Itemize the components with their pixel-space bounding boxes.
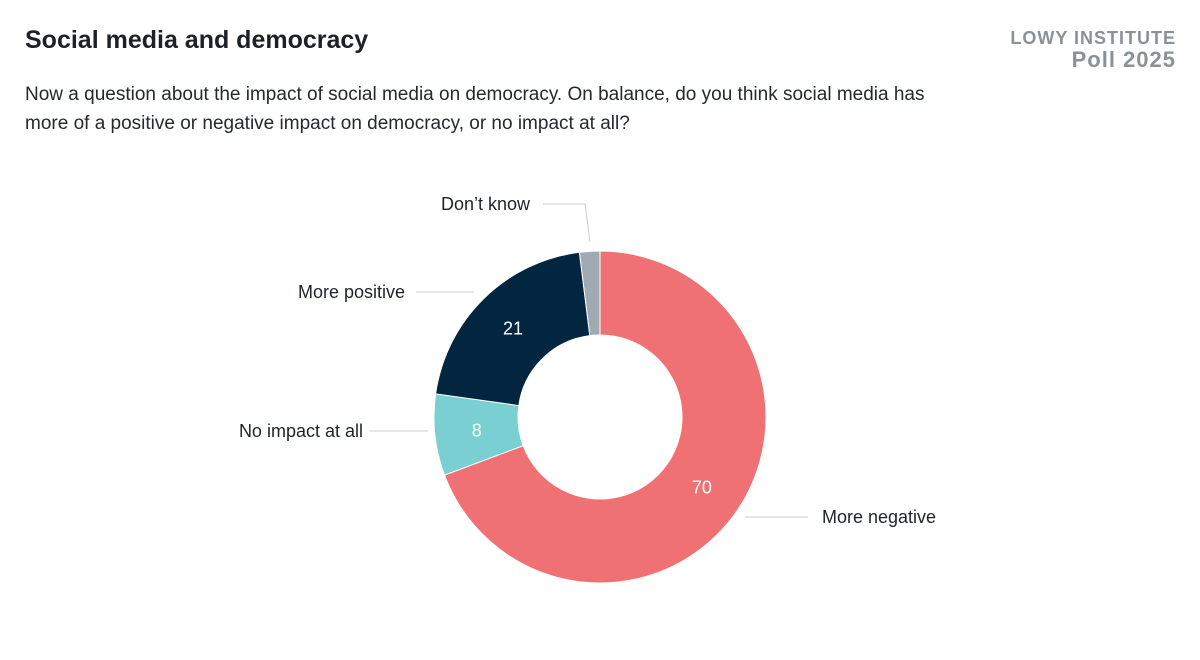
brand-line-2: Poll 2025 [1071,47,1176,72]
value-label-more-positive: 21 [503,319,523,339]
slice-labels: 70 More negative 8 No impact at all 21 More p… [239,194,936,527]
value-label-no-impact-at-all: 8 [472,420,482,440]
chart-title: Social media and democracy [25,26,369,54]
slice-don-t-know [578,250,601,337]
leader-lines [370,203,808,518]
category-label-more-negative: More negative [822,507,936,527]
donut-slices [433,250,767,584]
category-label-no-impact-at-all: No impact at all [239,421,363,441]
slice-more-negative [443,250,767,584]
brand-line-1: LOWY INSTITUTE [1010,28,1176,48]
category-label-don-t-know: Don’t know [441,194,531,214]
chart-subtitle: Now a question about the impact of socia… [25,84,925,134]
leader-line-don-t-know [543,203,591,243]
brand-logo: LOWY INSTITUTE Poll 2025 [1010,29,1176,71]
slice-more-positive [435,251,591,407]
value-label-more-negative: 70 [692,478,712,498]
category-label-more-positive: More positive [298,282,405,302]
